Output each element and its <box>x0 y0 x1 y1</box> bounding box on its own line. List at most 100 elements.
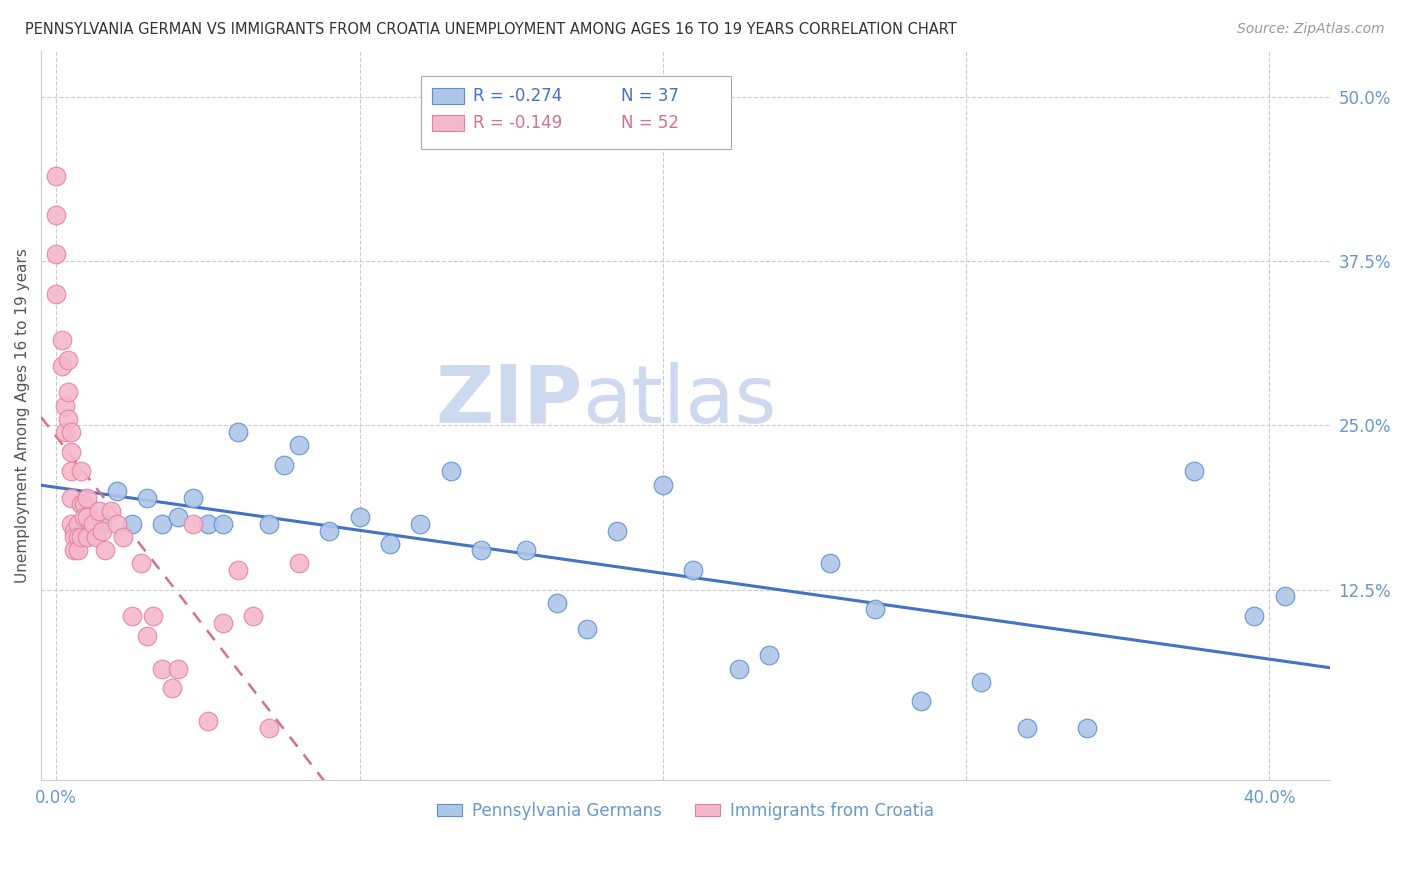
Point <box>818 557 841 571</box>
Point <box>181 516 204 531</box>
Point <box>288 438 311 452</box>
Point <box>45 208 67 222</box>
Point <box>76 491 98 505</box>
Point <box>152 516 174 531</box>
Point <box>378 536 401 550</box>
Point <box>58 352 80 367</box>
Point <box>136 491 159 505</box>
Point <box>257 721 280 735</box>
Point <box>576 622 599 636</box>
Point <box>160 681 183 696</box>
FancyBboxPatch shape <box>422 76 731 149</box>
Text: PENNSYLVANIA GERMAN VS IMMIGRANTS FROM CROATIA UNEMPLOYMENT AMONG AGES 16 TO 19 : PENNSYLVANIA GERMAN VS IMMIGRANTS FROM C… <box>25 22 957 37</box>
Point <box>84 530 107 544</box>
Point <box>546 596 568 610</box>
Point <box>76 510 98 524</box>
Point <box>212 516 235 531</box>
Point <box>69 530 91 544</box>
Point <box>1243 609 1265 624</box>
Point <box>349 510 371 524</box>
Legend: Pennsylvania Germans, Immigrants from Croatia: Pennsylvania Germans, Immigrants from Cr… <box>430 796 941 827</box>
Text: ZIP: ZIP <box>436 362 582 440</box>
Point <box>63 530 86 544</box>
Point <box>242 609 264 624</box>
Point <box>45 247 67 261</box>
Point <box>58 385 80 400</box>
Point <box>758 648 780 663</box>
Point <box>105 484 128 499</box>
Point <box>226 425 249 439</box>
Y-axis label: Unemployment Among Ages 16 to 19 years: Unemployment Among Ages 16 to 19 years <box>15 248 30 583</box>
Text: N = 52: N = 52 <box>621 114 679 132</box>
Point <box>45 169 67 183</box>
FancyBboxPatch shape <box>432 115 464 131</box>
Text: atlas: atlas <box>582 362 778 440</box>
Text: N = 37: N = 37 <box>621 87 679 105</box>
Point <box>76 530 98 544</box>
Point <box>53 425 76 439</box>
Point <box>1076 721 1098 735</box>
Point <box>76 504 98 518</box>
Point <box>1182 464 1205 478</box>
Point <box>63 543 86 558</box>
Point <box>257 516 280 531</box>
Point <box>60 491 83 505</box>
Point <box>58 411 80 425</box>
Point <box>105 516 128 531</box>
Point <box>152 662 174 676</box>
Text: R = -0.149: R = -0.149 <box>472 114 562 132</box>
Point <box>72 510 94 524</box>
Point <box>409 516 432 531</box>
Point <box>212 615 235 630</box>
Point <box>111 530 134 544</box>
Point <box>66 543 89 558</box>
Point <box>45 286 67 301</box>
Point <box>121 609 143 624</box>
Point <box>606 524 628 538</box>
Point <box>166 662 188 676</box>
Point <box>72 497 94 511</box>
Point <box>181 491 204 505</box>
Point <box>226 563 249 577</box>
Point <box>863 602 886 616</box>
Point <box>66 516 89 531</box>
Point <box>1015 721 1038 735</box>
Point <box>136 629 159 643</box>
Point <box>63 524 86 538</box>
Point <box>100 504 122 518</box>
Point <box>910 694 932 708</box>
Text: R = -0.274: R = -0.274 <box>472 87 562 105</box>
Point <box>90 524 112 538</box>
Point <box>273 458 295 472</box>
Point <box>90 516 112 531</box>
Point <box>515 543 537 558</box>
Point <box>69 464 91 478</box>
Point <box>166 510 188 524</box>
Point <box>1274 589 1296 603</box>
Point <box>82 516 104 531</box>
Point <box>51 359 73 374</box>
FancyBboxPatch shape <box>432 88 464 104</box>
Point <box>470 543 492 558</box>
Point <box>651 477 673 491</box>
Point <box>87 504 110 518</box>
Text: Source: ZipAtlas.com: Source: ZipAtlas.com <box>1237 22 1385 37</box>
Point <box>121 516 143 531</box>
Point <box>51 333 73 347</box>
Point <box>69 497 91 511</box>
Point <box>60 516 83 531</box>
Point <box>727 662 749 676</box>
Point <box>66 530 89 544</box>
Point <box>129 557 152 571</box>
Point <box>53 399 76 413</box>
Point <box>142 609 165 624</box>
Point <box>197 516 219 531</box>
Point <box>318 524 340 538</box>
Point <box>970 674 993 689</box>
Point <box>682 563 704 577</box>
Point <box>60 425 83 439</box>
Point <box>60 464 83 478</box>
Point <box>288 557 311 571</box>
Point <box>60 444 83 458</box>
Point <box>439 464 461 478</box>
